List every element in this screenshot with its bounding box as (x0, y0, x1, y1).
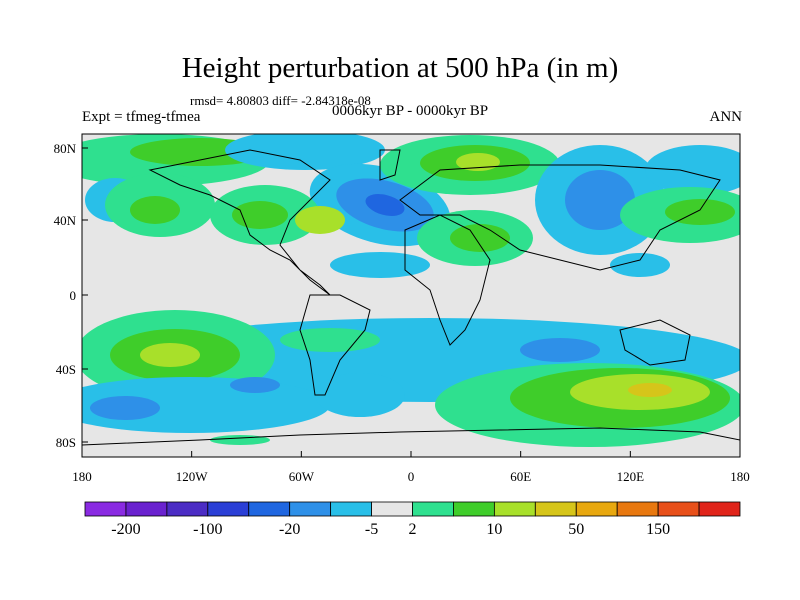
lon-tick-label: 0 (408, 469, 415, 484)
lon-tick-label: 180 (72, 469, 92, 484)
colorbar-swatch (371, 501, 413, 517)
colorbar-swatch (412, 501, 454, 517)
lat-tick-label: 40S (56, 362, 76, 377)
antarctica-coast (82, 427, 740, 446)
africa-coast (404, 214, 491, 346)
lon-tick-label: 120W (176, 469, 209, 484)
colorbar-swatch (330, 501, 372, 517)
longitude-axis: 180 120W 60W 0 60E 120E 180 (72, 451, 750, 484)
experiment-label: Expt = tfmeg-tfmea (82, 109, 201, 125)
map-title: Height perturbation at 500 hPa (in m) (181, 52, 619, 84)
colorbar-label: 2 (409, 521, 417, 538)
lon-tick-label: 60W (289, 469, 315, 484)
colorbar-swatch (575, 501, 618, 517)
colorbar-swatch (84, 501, 127, 517)
latitude-axis: 80N 40N 0 40S 80S (54, 141, 88, 450)
colorbar-label: -5 (365, 521, 378, 538)
colorbar-label: -200 (111, 521, 140, 538)
lat-tick-label: 0 (70, 288, 77, 303)
colorbar-swatch (166, 501, 209, 517)
stats-label: rmsd= 4.80803 diff= -2.84318e-08 (190, 93, 371, 108)
colorbar-label: 50 (568, 521, 584, 538)
north-america-coast (148, 149, 331, 296)
lon-tick-label: 120E (617, 469, 645, 484)
period-label: 0006kyr BP - 0000kyr BP (331, 103, 489, 119)
colorbar-swatch (534, 501, 577, 517)
greenland-coast (379, 149, 401, 181)
lat-tick-label: 80S (56, 435, 76, 450)
colorbar-swatch (125, 501, 168, 517)
lat-tick-label: 40N (54, 213, 77, 228)
colorbar-swatch (698, 501, 741, 517)
lon-tick-label: 60E (510, 469, 531, 484)
colorbar-label: -20 (279, 521, 300, 538)
coastline-layer (82, 149, 740, 446)
colorbar-swatch (207, 501, 250, 517)
australia-coast (619, 319, 691, 366)
lon-tick-label: 180 (730, 469, 750, 484)
eurasia-coast (399, 164, 721, 271)
colorbar-label: 150 (646, 521, 670, 538)
colorbar-label: 10 (486, 521, 502, 538)
colorbar-swatch (289, 501, 332, 517)
colorbar-swatch (248, 501, 291, 517)
colorbar-swatch (453, 501, 495, 517)
colorbar-swatch (493, 501, 536, 517)
south-america-coast (299, 294, 371, 396)
colorbar-label: -100 (193, 521, 222, 538)
season-label: ANN (709, 109, 743, 125)
colorbar-swatch (616, 501, 659, 517)
colorbar: -200 -100 -20 -5 2 10 50 150 (84, 501, 741, 538)
colorbar-swatch (657, 501, 700, 517)
lat-tick-label: 80N (54, 141, 77, 156)
